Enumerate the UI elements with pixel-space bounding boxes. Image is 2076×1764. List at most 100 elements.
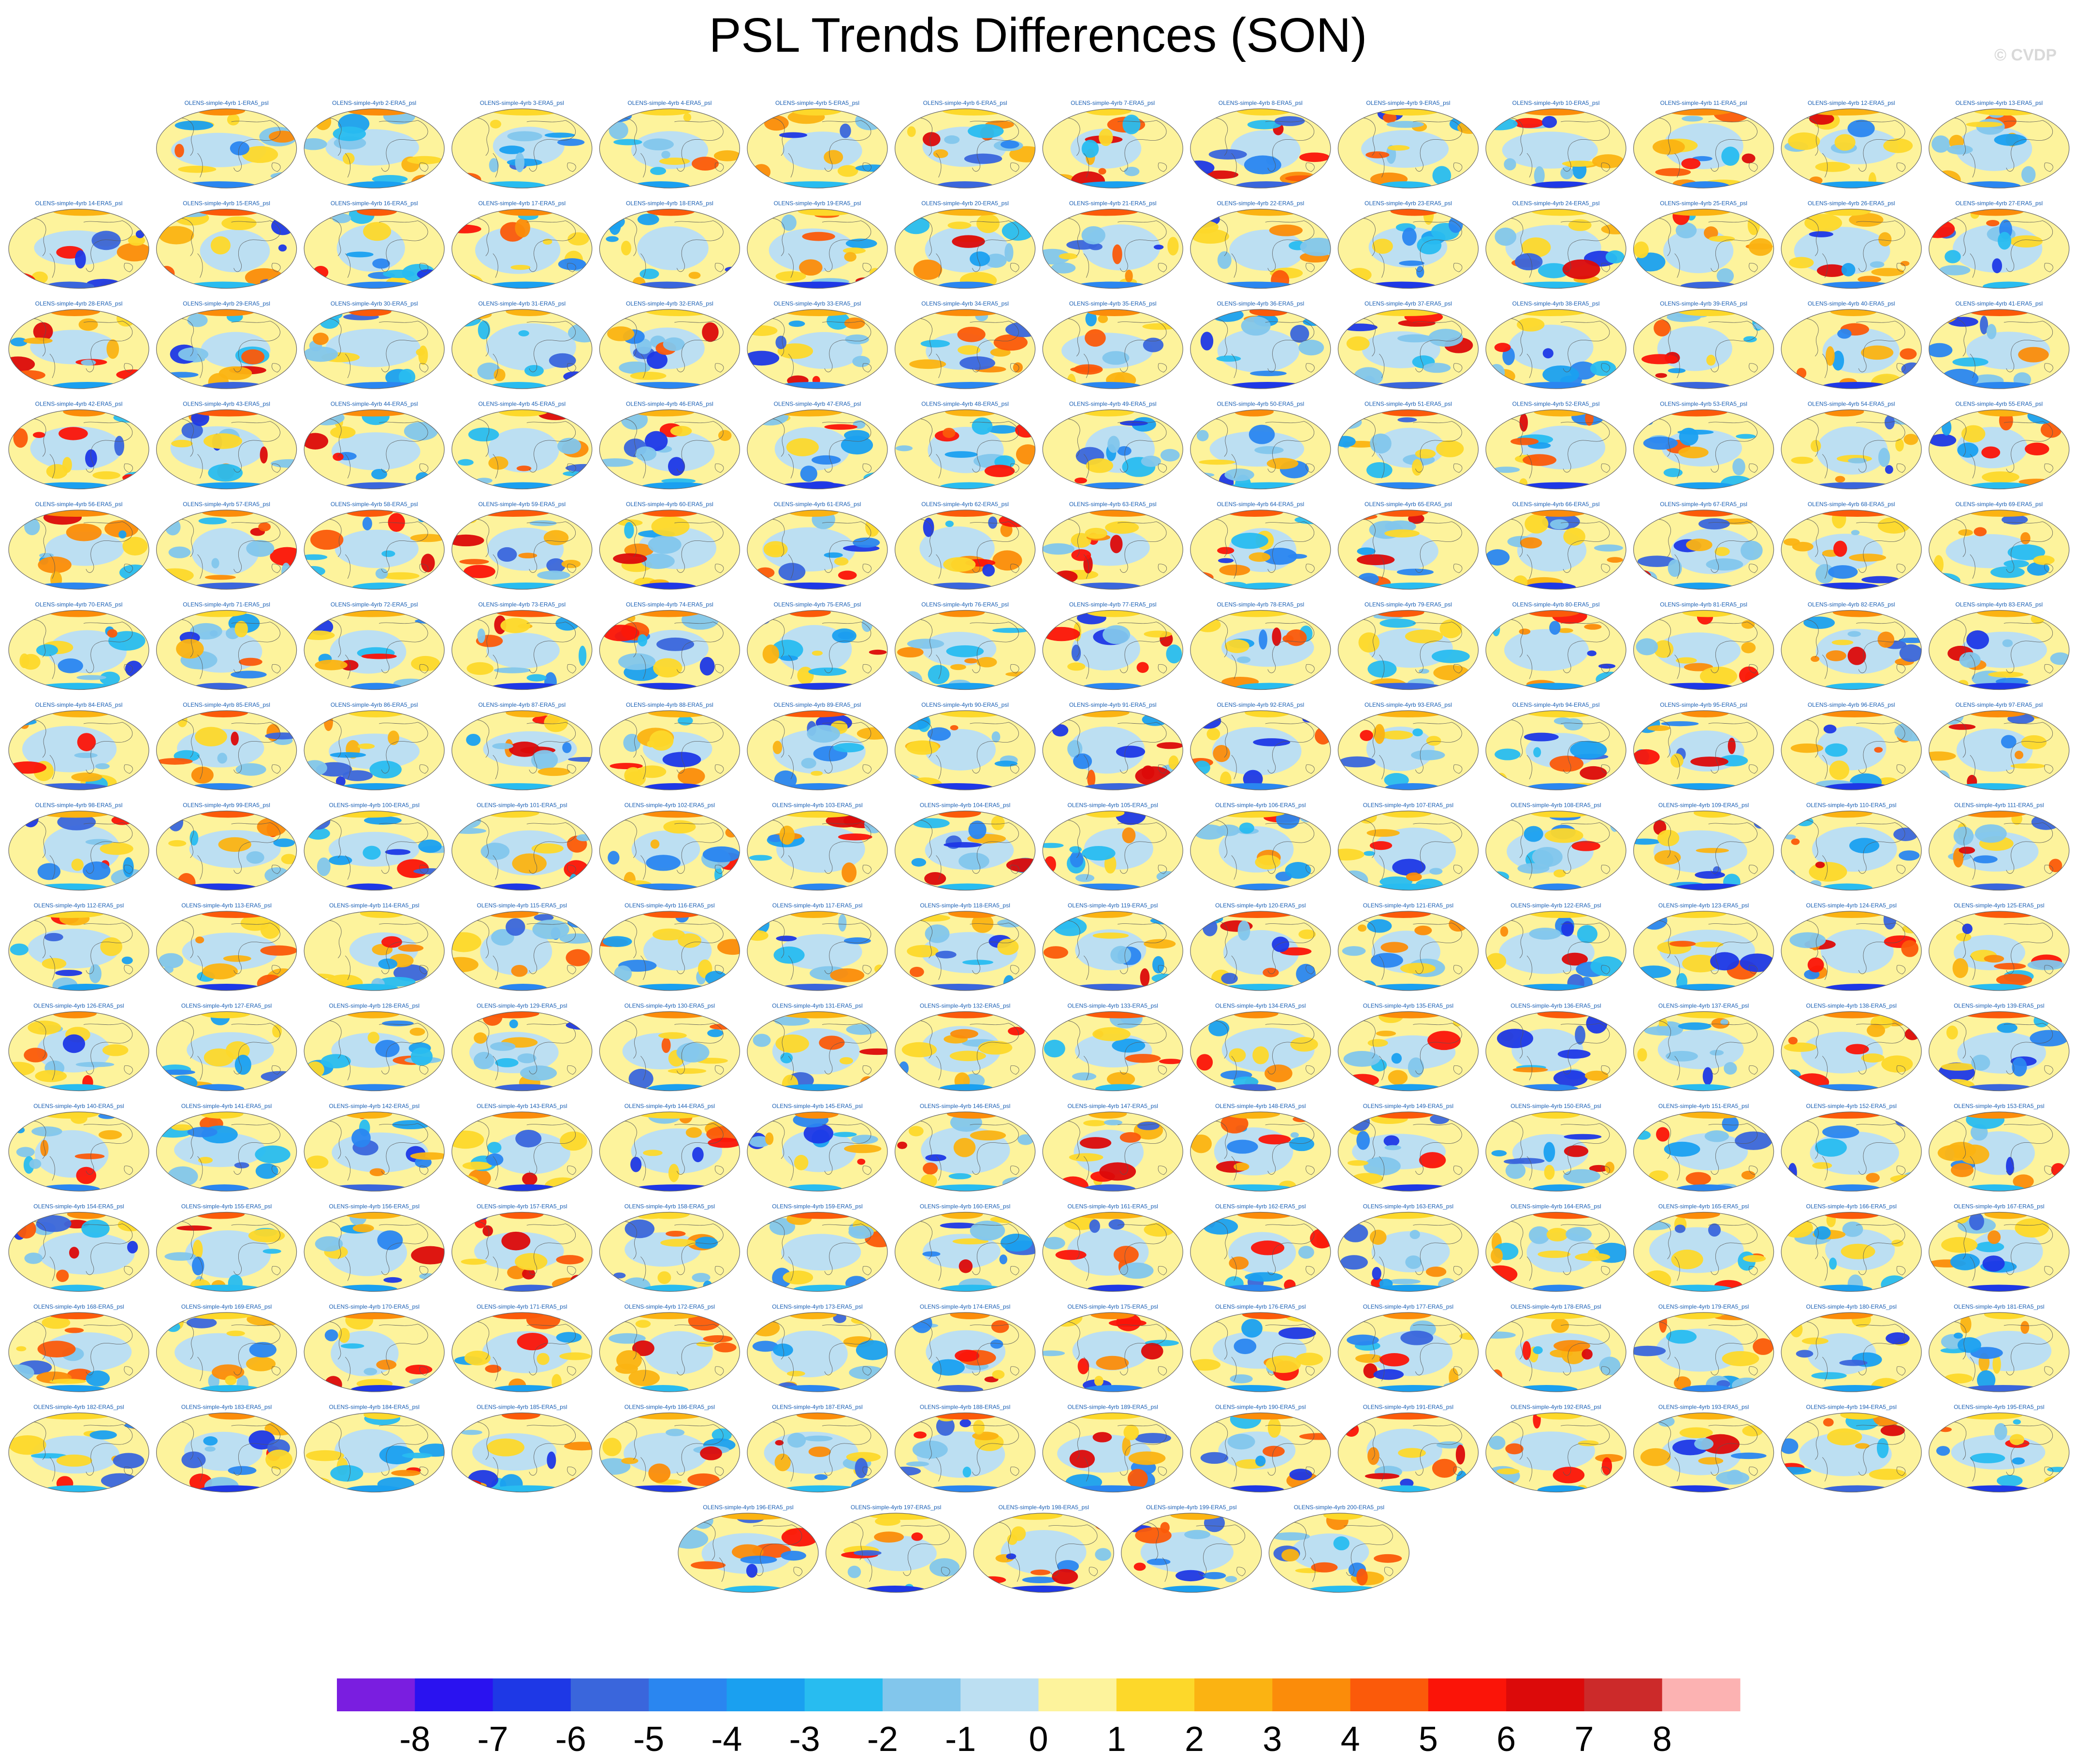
panel-title: OLENS-simple-4yrb 74-ERA5_psl	[626, 601, 713, 608]
panel-title: OLENS-simple-4yrb 133-ERA5_psl	[1067, 1003, 1158, 1009]
panel-title: OLENS-simple-4yrb 4-ERA5_psl	[627, 100, 711, 106]
panel-title: OLENS-simple-4yrb 145-ERA5_psl	[772, 1103, 862, 1109]
colorbar-label: -7	[478, 1720, 508, 1759]
map-panel: OLENS-simple-4yrb 48-ERA5_psl	[894, 401, 1036, 490]
colorbar-swatch	[1116, 1678, 1195, 1711]
panel-title: OLENS-simple-4yrb 137-ERA5_psl	[1658, 1003, 1749, 1009]
panel-title: OLENS-simple-4yrb 187-ERA5_psl	[772, 1404, 862, 1411]
panel-title: OLENS-simple-4yrb 161-ERA5_psl	[1067, 1203, 1158, 1210]
map-panel: OLENS-simple-4yrb 153-ERA5_psl	[1929, 1103, 2070, 1192]
map-panel: OLENS-simple-4yrb 13-ERA5_psl	[1929, 100, 2070, 189]
panel-title: OLENS-simple-4yrb 55-ERA5_psl	[1955, 401, 2043, 408]
panel-title: OLENS-simple-4yrb 44-ERA5_psl	[331, 401, 418, 408]
panel-title: OLENS-simple-4yrb 163-ERA5_psl	[1363, 1203, 1453, 1210]
map-panel: OLENS-simple-4yrb 149-ERA5_psl	[1337, 1103, 1479, 1192]
panel-title: OLENS-simple-4yrb 121-ERA5_psl	[1363, 902, 1453, 909]
map-panel: OLENS-simple-4yrb 53-ERA5_psl	[1633, 401, 1774, 490]
map-panel: OLENS-simple-4yrb 59-ERA5_psl	[451, 501, 593, 590]
colorbar-label: 2	[1185, 1720, 1204, 1759]
panel-title: OLENS-simple-4yrb 135-ERA5_psl	[1363, 1003, 1453, 1009]
panel-title: OLENS-simple-4yrb 114-ERA5_psl	[329, 902, 420, 909]
panel-title: OLENS-simple-4yrb 63-ERA5_psl	[1069, 501, 1157, 508]
map-panel: OLENS-simple-4yrb 128-ERA5_psl	[304, 1003, 445, 1092]
panel-title: OLENS-simple-4yrb 92-ERA5_psl	[1217, 701, 1304, 708]
colorbar-swatch	[337, 1678, 415, 1711]
map-panel: OLENS-simple-4yrb 21-ERA5_psl	[1042, 200, 1183, 289]
panel-title: OLENS-simple-4yrb 199-ERA5_psl	[1146, 1504, 1236, 1511]
panel-title: OLENS-simple-4yrb 194-ERA5_psl	[1806, 1404, 1896, 1411]
panel-title: OLENS-simple-4yrb 173-ERA5_psl	[772, 1303, 862, 1310]
panel-title: OLENS-simple-4yrb 2-ERA5_psl	[332, 100, 416, 106]
map-panel: OLENS-simple-4yrb 91-ERA5_psl	[1042, 701, 1183, 790]
colorbar-swatch	[960, 1678, 1039, 1711]
panel-title: OLENS-simple-4yrb 30-ERA5_psl	[331, 300, 418, 307]
panel-title: OLENS-simple-4yrb 12-ERA5_psl	[1808, 100, 1895, 106]
panel-title: OLENS-simple-4yrb 21-ERA5_psl	[1069, 200, 1157, 207]
map-panel: OLENS-simple-4yrb 137-ERA5_psl	[1633, 1003, 1774, 1092]
map-panel: OLENS-simple-4yrb 164-ERA5_psl	[1485, 1203, 1626, 1292]
panel-title: OLENS-simple-4yrb 10-ERA5_psl	[1512, 100, 1600, 106]
map-panel: OLENS-simple-4yrb 72-ERA5_psl	[304, 601, 445, 690]
map-panel: OLENS-simple-4yrb 196-ERA5_psl	[678, 1504, 819, 1593]
panel-title: OLENS-simple-4yrb 6-ERA5_psl	[923, 100, 1007, 106]
colorbar-label: -5	[633, 1720, 664, 1759]
panel-title: OLENS-simple-4yrb 72-ERA5_psl	[331, 601, 418, 608]
panel-title: OLENS-simple-4yrb 179-ERA5_psl	[1658, 1303, 1749, 1310]
panel-title: OLENS-simple-4yrb 68-ERA5_psl	[1808, 501, 1895, 508]
colorbar-swatch	[1350, 1678, 1429, 1711]
map-panel: OLENS-simple-4yrb 141-ERA5_psl	[156, 1103, 297, 1192]
panel-title: OLENS-simple-4yrb 95-ERA5_psl	[1660, 701, 1747, 708]
map-panel: OLENS-simple-4yrb 20-ERA5_psl	[894, 200, 1036, 289]
map-panel: OLENS-simple-4yrb 119-ERA5_psl	[1042, 902, 1183, 991]
panel-title: OLENS-simple-4yrb 23-ERA5_psl	[1365, 200, 1452, 207]
map-panel: OLENS-simple-4yrb 30-ERA5_psl	[304, 300, 445, 389]
map-panel: OLENS-simple-4yrb 10-ERA5_psl	[1485, 100, 1626, 189]
panel-title: OLENS-simple-4yrb 120-ERA5_psl	[1215, 902, 1306, 909]
panel-title: OLENS-simple-4yrb 183-ERA5_psl	[181, 1404, 272, 1411]
colorbar-label: -3	[789, 1720, 820, 1759]
map-panel: OLENS-simple-4yrb 169-ERA5_psl	[156, 1303, 297, 1392]
panel-title: OLENS-simple-4yrb 166-ERA5_psl	[1806, 1203, 1896, 1210]
panel-title: OLENS-simple-4yrb 59-ERA5_psl	[478, 501, 566, 508]
panel-title: OLENS-simple-4yrb 29-ERA5_psl	[183, 300, 270, 307]
panel-title: OLENS-simple-4yrb 126-ERA5_psl	[33, 1003, 124, 1009]
map-panel: OLENS-simple-4yrb 38-ERA5_psl	[1485, 300, 1626, 389]
panel-title: OLENS-simple-4yrb 177-ERA5_psl	[1363, 1303, 1453, 1310]
panel-title: OLENS-simple-4yrb 73-ERA5_psl	[478, 601, 566, 608]
panel-title: OLENS-simple-4yrb 42-ERA5_psl	[35, 401, 123, 408]
map-panel: OLENS-simple-4yrb 172-ERA5_psl	[599, 1303, 740, 1392]
colorbar-swatch	[726, 1678, 805, 1711]
map-panel: OLENS-simple-4yrb 110-ERA5_psl	[1781, 802, 1922, 891]
watermark: © CVDP	[1994, 46, 2057, 64]
map-panel: OLENS-simple-4yrb 168-ERA5_psl	[8, 1303, 149, 1392]
map-panel: OLENS-simple-4yrb 186-ERA5_psl	[599, 1404, 740, 1493]
panel-title: OLENS-simple-4yrb 52-ERA5_psl	[1512, 401, 1600, 408]
panel-title: OLENS-simple-4yrb 3-ERA5_psl	[480, 100, 564, 106]
map-panel: OLENS-simple-4yrb 84-ERA5_psl	[8, 701, 149, 790]
panel-title: OLENS-simple-4yrb 131-ERA5_psl	[772, 1003, 862, 1009]
panel-title: OLENS-simple-4yrb 101-ERA5_psl	[477, 802, 567, 809]
map-panel: OLENS-simple-4yrb 87-ERA5_psl	[451, 701, 593, 790]
map-panel: OLENS-simple-4yrb 79-ERA5_psl	[1337, 601, 1479, 690]
map-panel: OLENS-simple-4yrb 182-ERA5_psl	[8, 1404, 149, 1493]
panel-title: OLENS-simple-4yrb 162-ERA5_psl	[1215, 1203, 1306, 1210]
map-panel: OLENS-simple-4yrb 155-ERA5_psl	[156, 1203, 297, 1292]
map-panel: OLENS-simple-4yrb 34-ERA5_psl	[894, 300, 1036, 389]
map-panel: OLENS-simple-4yrb 176-ERA5_psl	[1190, 1303, 1331, 1392]
map-panel: OLENS-simple-4yrb 189-ERA5_psl	[1042, 1404, 1183, 1493]
panel-title: OLENS-simple-4yrb 58-ERA5_psl	[331, 501, 418, 508]
panel-title: OLENS-simple-4yrb 149-ERA5_psl	[1363, 1103, 1453, 1109]
panel-title: OLENS-simple-4yrb 61-ERA5_psl	[774, 501, 861, 508]
colorbar-label: -2	[867, 1720, 898, 1759]
map-panel: OLENS-simple-4yrb 145-ERA5_psl	[747, 1103, 888, 1192]
colorbar-label: 8	[1653, 1720, 1672, 1759]
map-panel: OLENS-simple-4yrb 166-ERA5_psl	[1781, 1203, 1922, 1292]
map-panel: OLENS-simple-4yrb 146-ERA5_psl	[894, 1103, 1036, 1192]
colorbar-swatch	[1428, 1678, 1507, 1711]
panel-title: OLENS-simple-4yrb 85-ERA5_psl	[183, 701, 270, 708]
panel-title: OLENS-simple-4yrb 189-ERA5_psl	[1067, 1404, 1158, 1411]
map-panel: OLENS-simple-4yrb 2-ERA5_psl	[304, 100, 445, 189]
map-panel: OLENS-simple-4yrb 41-ERA5_psl	[1929, 300, 2070, 389]
map-panel: OLENS-simple-4yrb 200-ERA5_psl	[1268, 1504, 1409, 1593]
